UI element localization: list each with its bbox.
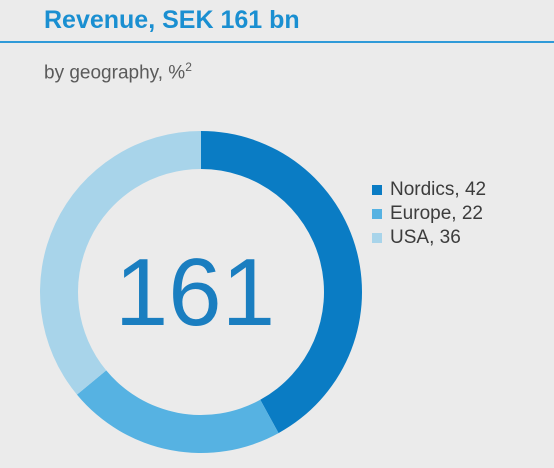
- legend-label-usa: USA, 36: [390, 227, 461, 249]
- chart-legend: Nordics, 42 Europe, 22 USA, 36: [372, 178, 486, 250]
- legend-swatch-usa: [372, 233, 382, 243]
- donut-center-label: 161: [115, 239, 275, 346]
- legend-item-usa: USA, 36: [372, 226, 486, 250]
- legend-label-nordics: Nordics, 42: [390, 179, 486, 201]
- legend-swatch-europe: [372, 209, 382, 219]
- legend-swatch-nordics: [372, 185, 382, 195]
- donut-slice-europe: [77, 370, 279, 453]
- legend-label-europe: Europe, 22: [390, 203, 483, 225]
- legend-item-europe: Europe, 22: [372, 202, 486, 226]
- legend-item-nordics: Nordics, 42: [372, 178, 486, 202]
